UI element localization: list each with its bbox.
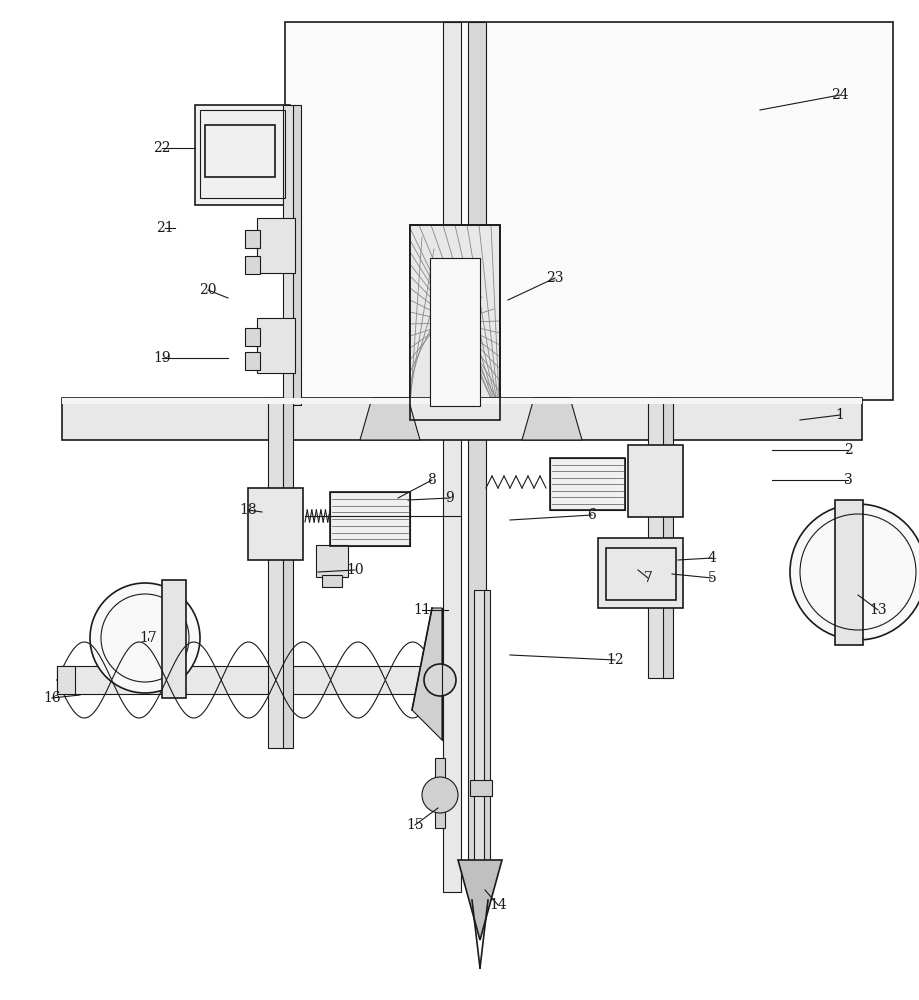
Bar xyxy=(205,125,275,177)
Bar xyxy=(62,398,862,440)
Bar xyxy=(598,538,683,608)
Bar xyxy=(628,445,683,517)
Bar xyxy=(162,580,186,698)
Text: 1: 1 xyxy=(835,408,845,422)
Text: 3: 3 xyxy=(844,473,853,487)
Bar xyxy=(316,545,348,577)
Bar xyxy=(195,105,290,205)
Circle shape xyxy=(424,664,456,696)
Text: 6: 6 xyxy=(587,508,596,522)
Text: 23: 23 xyxy=(546,271,563,285)
Bar xyxy=(474,590,486,900)
Bar xyxy=(430,258,480,406)
Text: 19: 19 xyxy=(153,351,171,365)
Bar xyxy=(550,458,625,510)
Text: 10: 10 xyxy=(346,563,364,577)
Text: 4: 4 xyxy=(708,551,717,565)
Text: 16: 16 xyxy=(43,691,61,705)
Polygon shape xyxy=(360,398,420,440)
Bar xyxy=(435,758,445,828)
Bar xyxy=(443,22,461,892)
Bar xyxy=(248,488,303,560)
Text: 14: 14 xyxy=(489,898,507,912)
Circle shape xyxy=(90,583,200,693)
Text: 11: 11 xyxy=(414,603,431,617)
Text: 9: 9 xyxy=(446,491,454,505)
Circle shape xyxy=(422,777,458,813)
Bar xyxy=(245,230,260,248)
Bar xyxy=(283,105,295,405)
Bar xyxy=(268,398,290,748)
Polygon shape xyxy=(458,860,502,940)
Bar xyxy=(57,666,440,694)
Bar xyxy=(330,492,410,546)
Bar xyxy=(283,398,293,748)
Text: 17: 17 xyxy=(139,631,157,645)
Bar xyxy=(245,328,260,346)
Circle shape xyxy=(790,504,919,640)
Bar xyxy=(62,398,862,404)
Text: 13: 13 xyxy=(869,603,887,617)
Bar xyxy=(293,105,301,405)
Bar xyxy=(285,22,893,400)
Bar xyxy=(330,492,410,546)
Bar xyxy=(257,218,295,273)
Text: 15: 15 xyxy=(406,818,424,832)
Bar xyxy=(57,666,75,694)
Bar xyxy=(648,398,670,678)
Bar xyxy=(835,500,863,645)
Text: 24: 24 xyxy=(831,88,849,102)
Bar xyxy=(468,22,486,892)
Bar xyxy=(200,110,285,198)
Text: 2: 2 xyxy=(844,443,853,457)
Bar xyxy=(410,225,500,420)
Text: 21: 21 xyxy=(156,221,174,235)
Text: 18: 18 xyxy=(239,503,256,517)
Bar xyxy=(663,398,673,678)
Text: 7: 7 xyxy=(643,571,652,585)
Bar xyxy=(550,458,625,510)
Bar xyxy=(245,256,260,274)
Bar xyxy=(606,548,676,600)
Bar xyxy=(257,318,295,373)
Text: 12: 12 xyxy=(607,653,624,667)
Bar xyxy=(322,575,342,587)
Bar xyxy=(606,548,676,600)
Bar xyxy=(410,225,500,420)
Polygon shape xyxy=(412,608,442,740)
Text: 5: 5 xyxy=(708,571,717,585)
Bar xyxy=(470,780,492,796)
Bar xyxy=(245,352,260,370)
Bar xyxy=(205,125,275,177)
Text: 20: 20 xyxy=(199,283,217,297)
Text: 8: 8 xyxy=(427,473,437,487)
Text: 22: 22 xyxy=(153,141,171,155)
Polygon shape xyxy=(522,398,582,440)
Bar xyxy=(484,590,490,900)
